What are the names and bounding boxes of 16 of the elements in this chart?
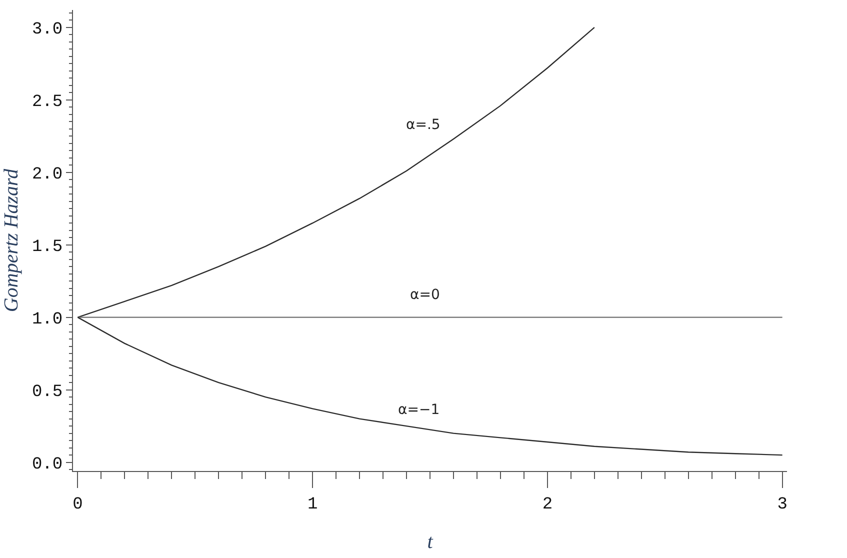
series-label: α=0 <box>410 287 440 303</box>
x-axis-title: t <box>427 530 434 553</box>
y-axis-title: Gompertz Hazard <box>0 168 22 312</box>
x-tick-label: 0 <box>72 495 83 514</box>
x-tick-label: 1 <box>307 495 318 514</box>
y-tick-label: 0.5 <box>32 382 63 402</box>
y-tick-label: 0.0 <box>32 455 63 474</box>
y-tick-label: 1.0 <box>32 310 63 330</box>
x-tick-label: 3 <box>777 495 788 514</box>
y-tick-label: 2.0 <box>32 165 63 184</box>
series-label: α=.5 <box>406 117 440 133</box>
y-tick-label: 1.5 <box>32 238 63 257</box>
x-tick-label: 2 <box>542 495 553 514</box>
y-tick-label: 2.5 <box>32 92 63 112</box>
y-tick-label: 3.0 <box>32 20 63 40</box>
series-label: α=−1 <box>398 402 440 418</box>
